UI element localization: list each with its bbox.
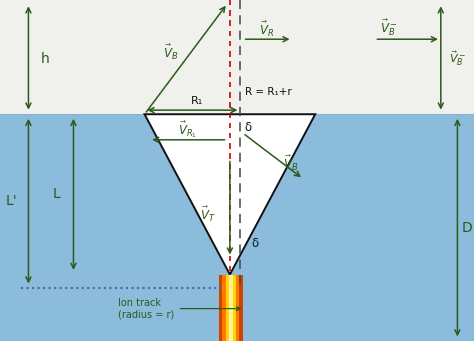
Text: $\vec{V}_T$: $\vec{V}_T$ — [200, 205, 216, 224]
Bar — [0, 114, 474, 341]
Text: R₁: R₁ — [191, 95, 203, 106]
Text: $\vec{V}_{R_1}$: $\vec{V}_{R_1}$ — [178, 119, 197, 140]
Polygon shape — [145, 114, 315, 275]
Text: R = R₁+r: R = R₁+r — [245, 87, 292, 97]
Text: D: D — [462, 221, 472, 235]
Text: $\vec{V}_B$: $\vec{V}_B$ — [283, 154, 298, 173]
Bar — [0, 0, 474, 114]
Text: L': L' — [6, 194, 18, 208]
Bar — [226, 275, 236, 341]
Text: $\vec{V}_B^-$: $\vec{V}_B^-$ — [449, 49, 466, 68]
Bar — [222, 275, 239, 341]
Text: $\vec{V}_R$: $\vec{V}_R$ — [259, 19, 274, 39]
Bar — [229, 275, 233, 341]
Bar — [219, 275, 243, 341]
Text: h: h — [41, 52, 49, 66]
Text: Ion track
(radius = r): Ion track (radius = r) — [118, 298, 240, 320]
Text: δ: δ — [244, 121, 251, 134]
Text: $\vec{V}_B^-$: $\vec{V}_B^-$ — [380, 18, 398, 38]
Text: $\vec{V}_B$: $\vec{V}_B$ — [163, 42, 178, 62]
Text: δ: δ — [251, 237, 258, 250]
Text: L: L — [53, 187, 61, 202]
